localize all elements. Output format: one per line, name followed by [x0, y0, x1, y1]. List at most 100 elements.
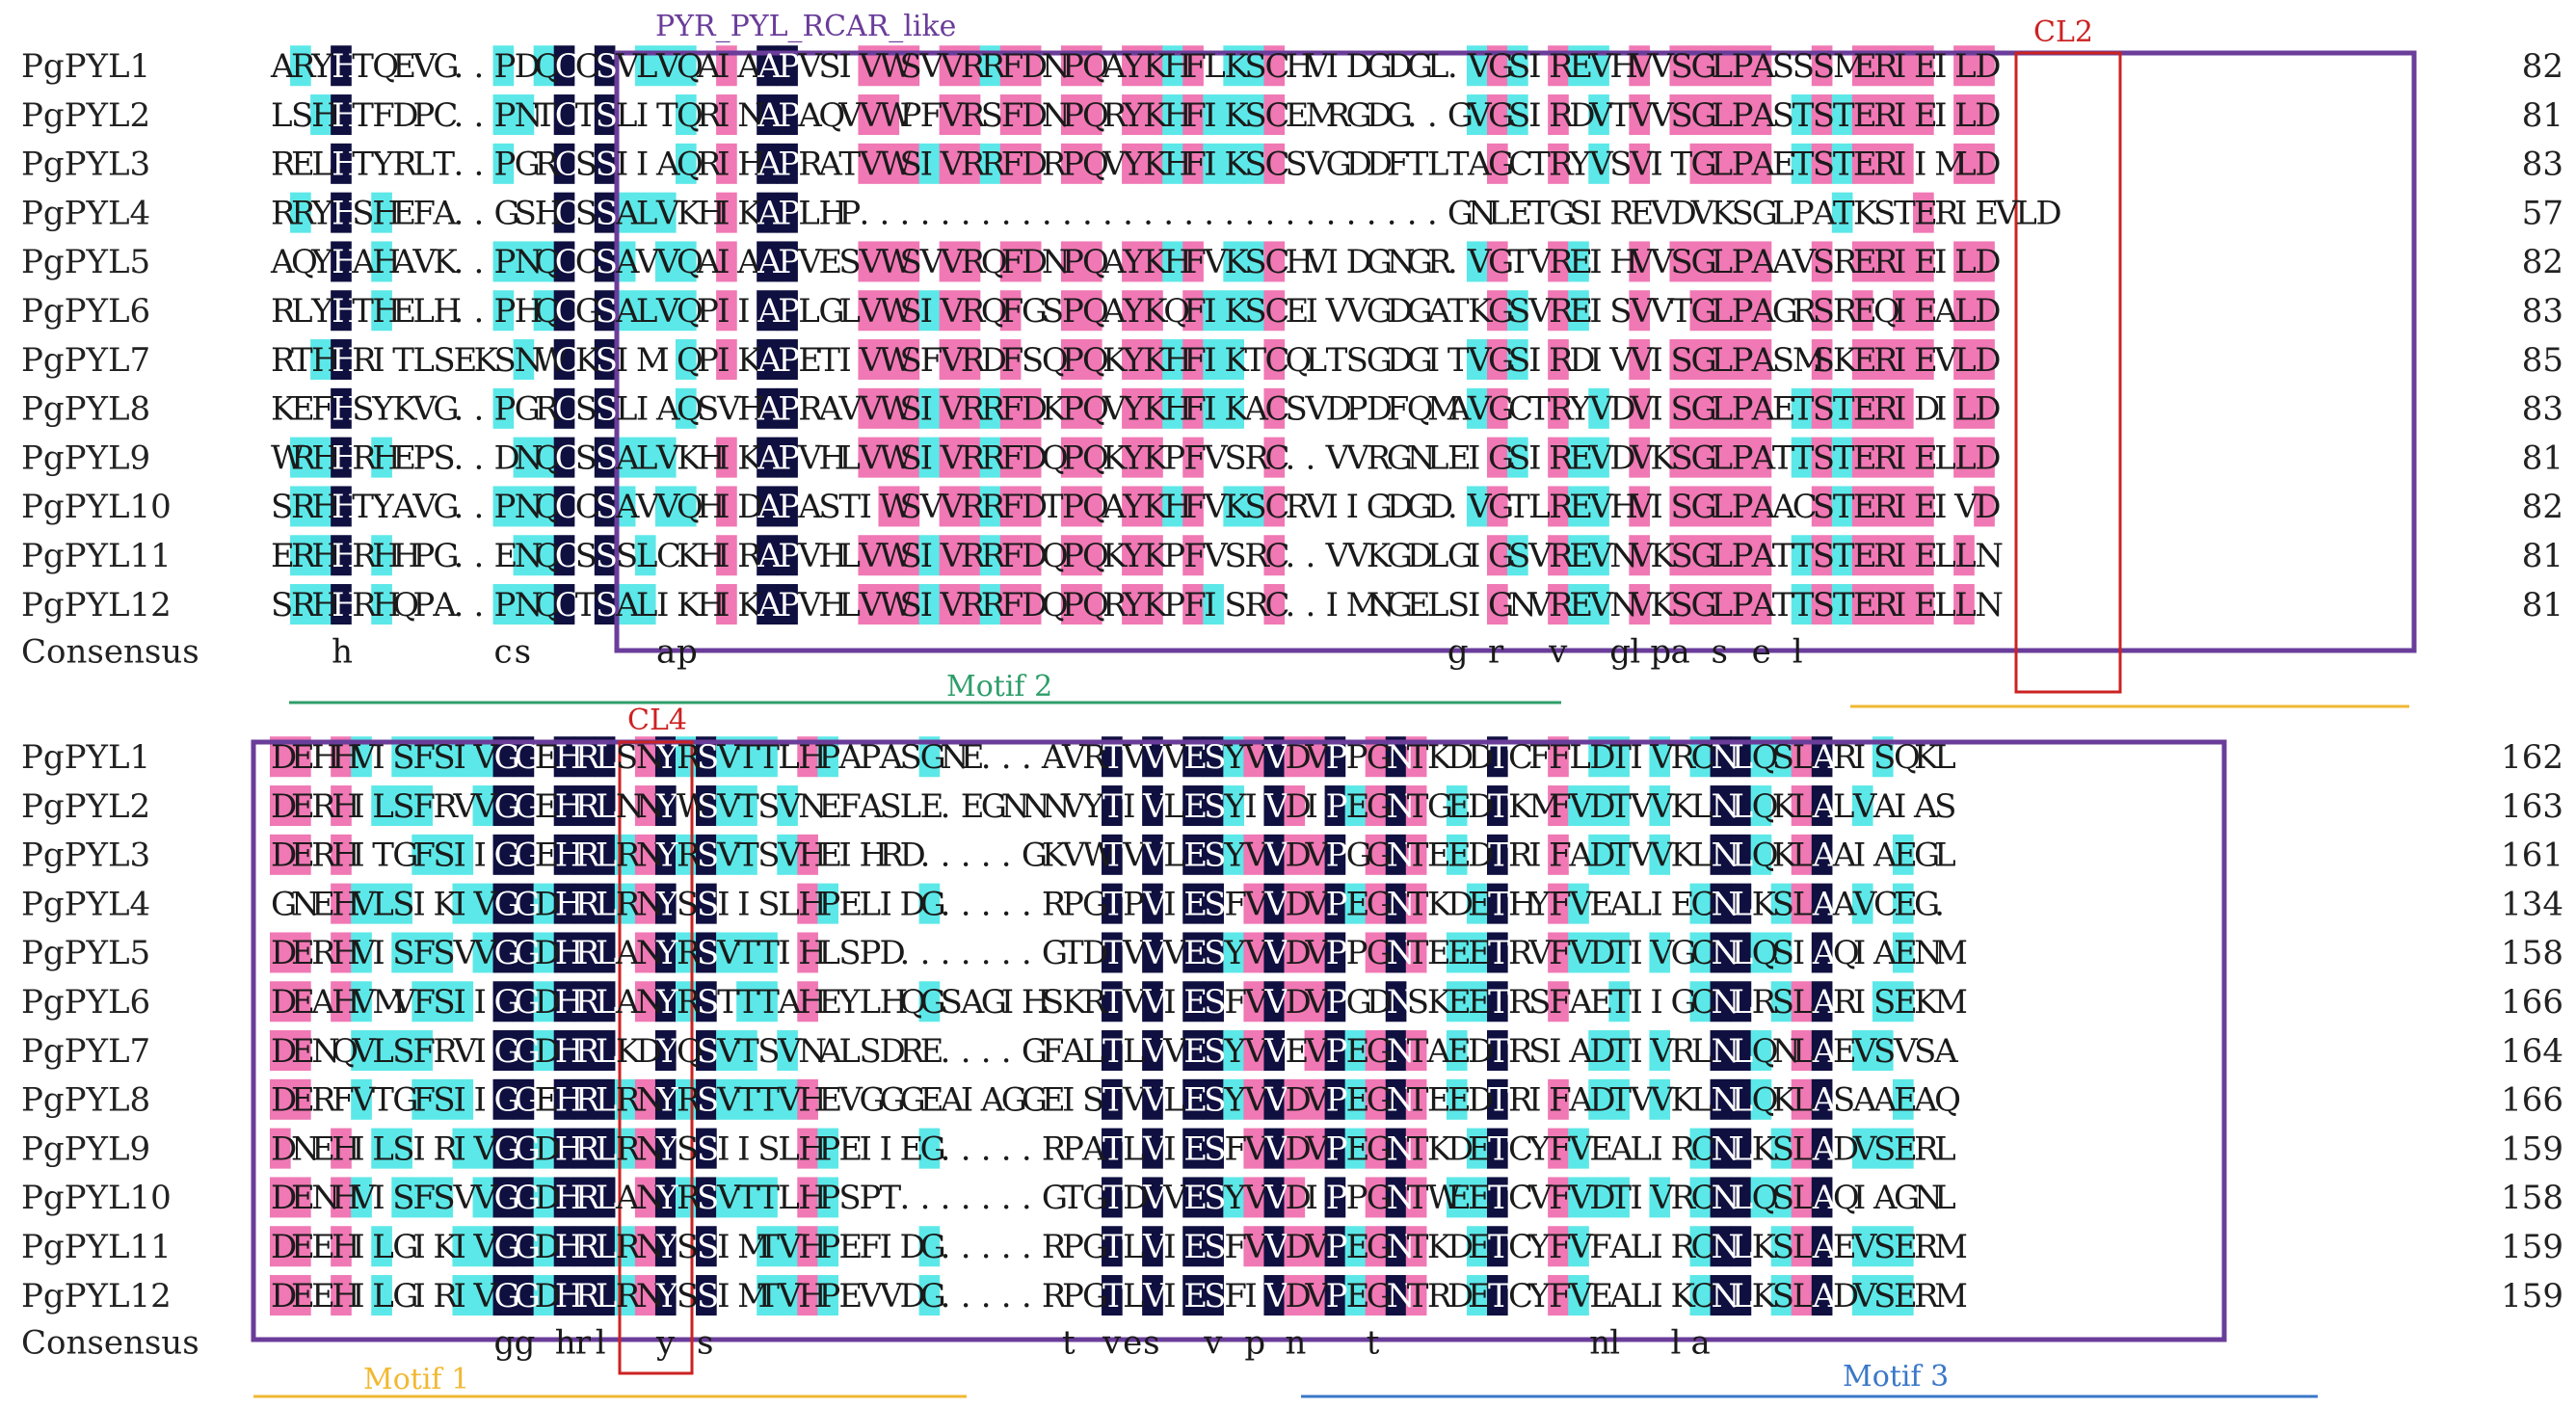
- residue-shade: [1588, 584, 1609, 625]
- residue-shade: [1142, 45, 1163, 87]
- residue-shade: [716, 94, 737, 136]
- residue-shade: [371, 437, 392, 478]
- alignment-text: PgPYL1 ARYHTQEVG.. PDQCCSVLVQAI AAPVSI VWSVV…: [21, 47, 2563, 1363]
- residue-shade: [553, 339, 575, 381]
- residue-shade: [1629, 241, 1650, 282]
- residue-shade: [777, 339, 798, 381]
- residue-shade: [594, 535, 616, 576]
- residue-shade: [1081, 387, 1102, 429]
- residue-shade: [654, 486, 677, 527]
- residue-shade: [492, 143, 515, 184]
- residue-shade: [1487, 535, 1508, 576]
- residue-shade: [553, 584, 575, 625]
- residue-shade: [1263, 290, 1286, 332]
- residue-shade: [1263, 584, 1286, 625]
- residue-shade: [290, 437, 311, 478]
- sequence-residues: ERHHRHHPG.. ENQCSSSLCKHI RAPVHLVWSI VRRFDQP…: [271, 537, 2004, 575]
- residue-shade: [898, 45, 920, 87]
- sequence-name: PgPYL12: [21, 586, 172, 624]
- residue-shade: [1263, 535, 1286, 576]
- residue-shade: [533, 290, 555, 332]
- residue-shade: [1182, 486, 1204, 527]
- residue-shade: [1020, 94, 1042, 136]
- residue-shade: [939, 339, 961, 381]
- residue-shade: [1588, 437, 1609, 478]
- residue-shade: [1507, 45, 1528, 87]
- residue-shade: [1487, 94, 1508, 136]
- residue-shade: [594, 143, 616, 184]
- residue-shade: [1081, 584, 1102, 625]
- sequence-end-position: 83: [2522, 390, 2563, 429]
- residue-shade: [1162, 486, 1183, 527]
- sequence-residues: DERHI LSFRVVGGEHRLNNYWSVTSVNEFASLE. EGNNNV…: [271, 787, 1956, 826]
- residue-shade: [1081, 94, 1102, 136]
- residue-shade: [1020, 387, 1042, 429]
- residue-shade: [979, 437, 1001, 478]
- sequence-end-position: 159: [2501, 1129, 2563, 1168]
- residue-shade: [1689, 45, 1712, 87]
- sequence-end-position: 159: [2501, 1277, 2563, 1315]
- residue-shade: [1142, 437, 1163, 478]
- residue-shade: [1081, 437, 1102, 478]
- sequence-name: PgPYL8: [21, 390, 150, 429]
- sequence-name: PgPYL12: [21, 1277, 172, 1315]
- residue-shade: [1629, 339, 1650, 381]
- residue-shade: [918, 437, 941, 478]
- residue-shade: [553, 437, 575, 478]
- residue-shade: [1263, 143, 1286, 184]
- sequence-end-position: 166: [2501, 983, 2563, 1022]
- sequence-end-position: 166: [2501, 1081, 2563, 1120]
- residue-shade: [959, 339, 981, 381]
- residue-shade: [1223, 94, 1244, 136]
- residue-shade: [858, 339, 880, 381]
- residue-shade: [1263, 486, 1286, 527]
- sequence-end-position: 164: [2501, 1032, 2563, 1071]
- residue-shade: [777, 45, 798, 87]
- residue-shade: [858, 437, 880, 478]
- residue-shade: [553, 45, 575, 87]
- residue-shade: [959, 45, 981, 87]
- residue-shade: [1203, 387, 1224, 429]
- residue-shade: [757, 290, 778, 332]
- residue-shade: [654, 241, 677, 282]
- residue-shade: [594, 387, 616, 429]
- residue-shade: [513, 241, 535, 282]
- residue-shade: [777, 437, 798, 478]
- residue-shade: [1669, 45, 1691, 87]
- sequence-residues: DENQVLSFRVI GGDHRLKDYQSVTSVNALSDRE.... GFA…: [271, 1032, 1958, 1071]
- residue-shade: [1568, 241, 1589, 282]
- sequence-residues: SRHHRHQPA.. PNQCTSALI KHI KAPVHLVWSI VRRFDQP…: [271, 586, 2004, 624]
- residue-shade: [878, 94, 900, 136]
- residue-shade: [594, 192, 616, 233]
- residue-shade: [1020, 45, 1042, 87]
- residue-shade: [999, 535, 1022, 576]
- residue-shade: [1162, 94, 1183, 136]
- residue-shade: [492, 241, 515, 282]
- residue-shade: [1487, 437, 1508, 478]
- residue-shade: [1020, 437, 1042, 478]
- residue-shade: [1263, 339, 1286, 381]
- residue-shade: [1629, 437, 1650, 478]
- residue-shade: [979, 535, 1001, 576]
- residue-shade: [676, 45, 697, 87]
- residue-shade: [1466, 241, 1488, 282]
- residue-shade: [654, 192, 677, 233]
- residue-shade: [757, 535, 778, 576]
- residue-shade: [371, 241, 392, 282]
- cl2-label: CL2: [2033, 15, 2093, 49]
- residue-shade: [1060, 339, 1082, 381]
- residue-shade: [553, 192, 575, 233]
- cl2-box: [2014, 51, 2122, 694]
- residue-shade: [310, 339, 332, 381]
- residue-shade: [676, 94, 697, 136]
- residue-shade: [939, 45, 961, 87]
- residue-shade: [331, 387, 352, 429]
- residue-shade: [878, 437, 900, 478]
- residue-shade: [1060, 290, 1082, 332]
- sequence-end-position: 161: [2501, 837, 2563, 875]
- residue-shade: [999, 584, 1022, 625]
- residue-shade: [716, 584, 737, 625]
- residue-shade: [513, 339, 535, 381]
- residue-shade: [513, 535, 535, 576]
- residue-shade: [676, 241, 697, 282]
